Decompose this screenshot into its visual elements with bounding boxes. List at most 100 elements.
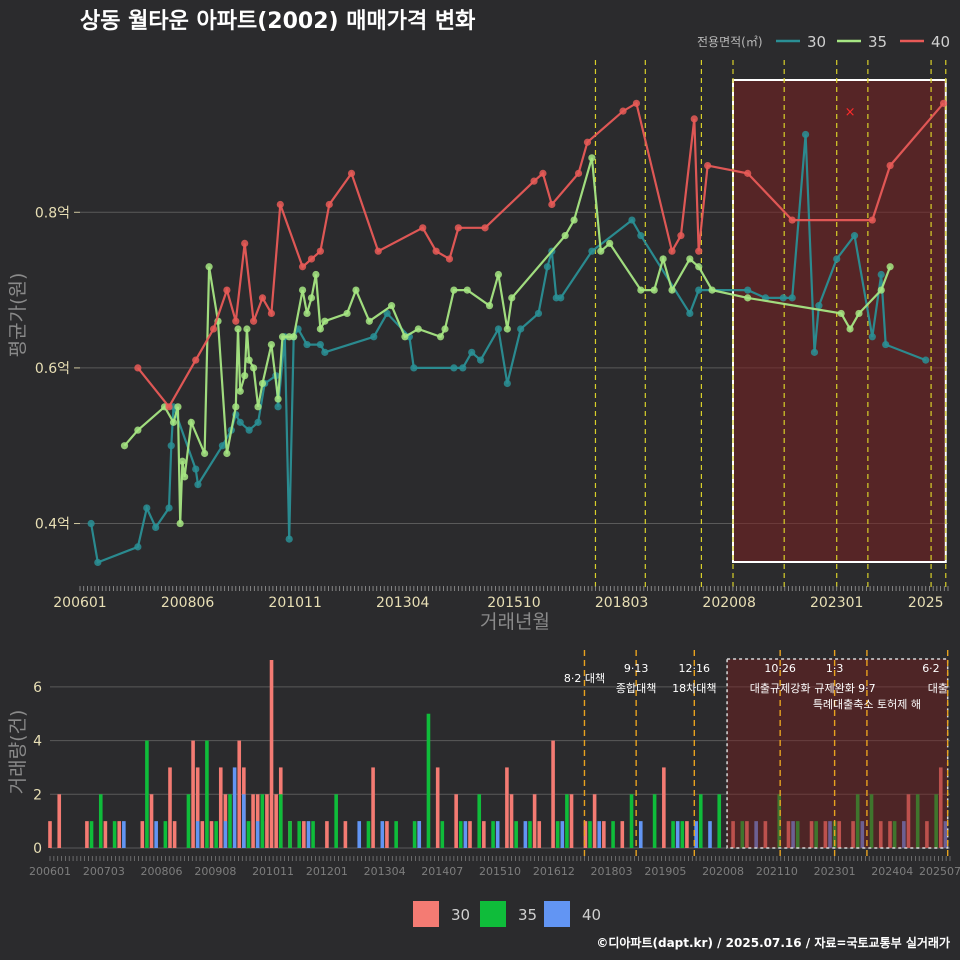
data-point-40 — [788, 216, 796, 224]
data-point-40 — [939, 99, 948, 107]
data-point-35 — [278, 333, 287, 341]
volume-bar-35 — [278, 794, 283, 848]
data-point-30 — [779, 294, 787, 302]
data-point-35 — [508, 294, 516, 302]
data-point-30 — [459, 364, 467, 372]
volume-bar-30 — [468, 821, 472, 848]
volume-bar-30 — [85, 821, 89, 848]
data-point-35 — [450, 286, 458, 294]
data-point-30 — [494, 325, 503, 333]
policy-date-label: 10·26 — [764, 662, 796, 675]
volume-bar-40 — [417, 821, 422, 848]
volume-bar-30 — [837, 821, 842, 848]
volume-bar-35 — [98, 794, 103, 848]
data-point-35 — [178, 457, 186, 465]
data-point-35 — [668, 286, 676, 294]
volume-bar-40 — [122, 821, 126, 848]
bar-x-tick-label: 200601 — [29, 865, 71, 878]
data-point-35 — [494, 270, 503, 279]
data-point-40 — [347, 169, 356, 177]
data-point-40 — [232, 317, 240, 325]
data-point-35 — [570, 216, 578, 224]
volume-bar-35 — [163, 821, 168, 848]
bar-x-tick-label: 201905 — [644, 865, 686, 878]
policy-date-label: 9·7 — [858, 682, 876, 695]
volume-bar-30 — [140, 821, 145, 848]
data-point-30 — [628, 216, 636, 224]
volume-bar-35 — [892, 821, 897, 848]
volume-bar-30 — [209, 821, 214, 848]
data-point-35 — [343, 309, 351, 318]
volume-bar-30 — [237, 740, 242, 848]
bar-x-tick-label: 200806 — [141, 865, 183, 878]
y-tick-label: 0.4억 — [35, 517, 70, 533]
data-point-35 — [855, 309, 863, 318]
data-point-30 — [192, 465, 200, 473]
policy-name-label: 규제완화 — [814, 682, 854, 695]
volume-bar-30 — [551, 740, 555, 848]
data-point-40 — [548, 200, 556, 209]
volume-bar-30 — [532, 794, 537, 848]
volume-bar-35 — [855, 794, 860, 848]
data-point-35 — [414, 325, 422, 333]
data-point-35 — [223, 449, 231, 458]
data-point-35 — [174, 403, 182, 411]
volume-bar-30 — [823, 821, 828, 848]
data-point-35 — [176, 519, 184, 528]
policy-name-label: 18차대책 — [672, 682, 716, 695]
data-point-35 — [387, 302, 396, 310]
policy-date-label: 8·2 대책 — [564, 672, 605, 685]
bar-x-tick-label: 201803 — [591, 865, 633, 878]
data-point-40 — [307, 255, 316, 263]
volume-bar-35 — [477, 794, 482, 848]
data-point-30 — [850, 232, 859, 240]
volume-bar-30 — [255, 794, 260, 848]
data-point-35 — [886, 263, 894, 271]
x-tick-label: 201510 — [487, 595, 540, 611]
volume-bar-30 — [569, 794, 574, 848]
data-point-30 — [316, 340, 324, 349]
volume-bar-40 — [675, 821, 680, 848]
volume-bar-40 — [860, 821, 865, 848]
volume-bar-35 — [334, 794, 338, 848]
data-point-40 — [690, 115, 698, 123]
data-point-35 — [695, 263, 703, 271]
data-point-30 — [503, 379, 511, 388]
data-point-30 — [695, 286, 703, 294]
bar-legend-label-40: 40 — [582, 906, 601, 924]
data-point-40 — [223, 286, 231, 294]
bar-x-tick-label: 201407 — [421, 865, 463, 878]
data-point-35 — [303, 309, 311, 318]
volume-bar-30 — [48, 821, 52, 848]
volume-bar-40 — [380, 821, 385, 848]
volume-bar-30 — [172, 821, 177, 848]
data-point-30 — [274, 403, 282, 411]
volume-bar-35 — [260, 794, 265, 848]
volume-bar-35 — [514, 821, 518, 848]
volume-bar-35 — [205, 740, 209, 848]
volume-bar-30 — [906, 794, 911, 848]
data-point-40 — [886, 161, 894, 170]
volume-bar-40 — [943, 821, 948, 848]
data-point-30 — [744, 286, 752, 294]
data-point-30 — [686, 309, 694, 318]
data-point-30 — [468, 348, 476, 356]
volume-bar-35 — [869, 794, 874, 848]
data-point-30 — [87, 519, 95, 528]
legend-label-30: 30 — [807, 33, 826, 51]
volume-bar-30 — [149, 794, 154, 848]
volume-bar-30 — [620, 821, 625, 848]
bar-y-tick-label: 2 — [33, 787, 42, 803]
data-point-30 — [534, 309, 543, 318]
data-point-35 — [485, 302, 494, 310]
data-point-35 — [201, 449, 209, 458]
data-point-40 — [209, 325, 218, 333]
volume-bar-30 — [57, 794, 62, 848]
volume-bar-40 — [242, 794, 246, 848]
data-point-35 — [169, 418, 178, 426]
data-point-35 — [134, 426, 142, 434]
volume-bar-35 — [297, 821, 302, 848]
volume-bar-30 — [602, 821, 606, 848]
